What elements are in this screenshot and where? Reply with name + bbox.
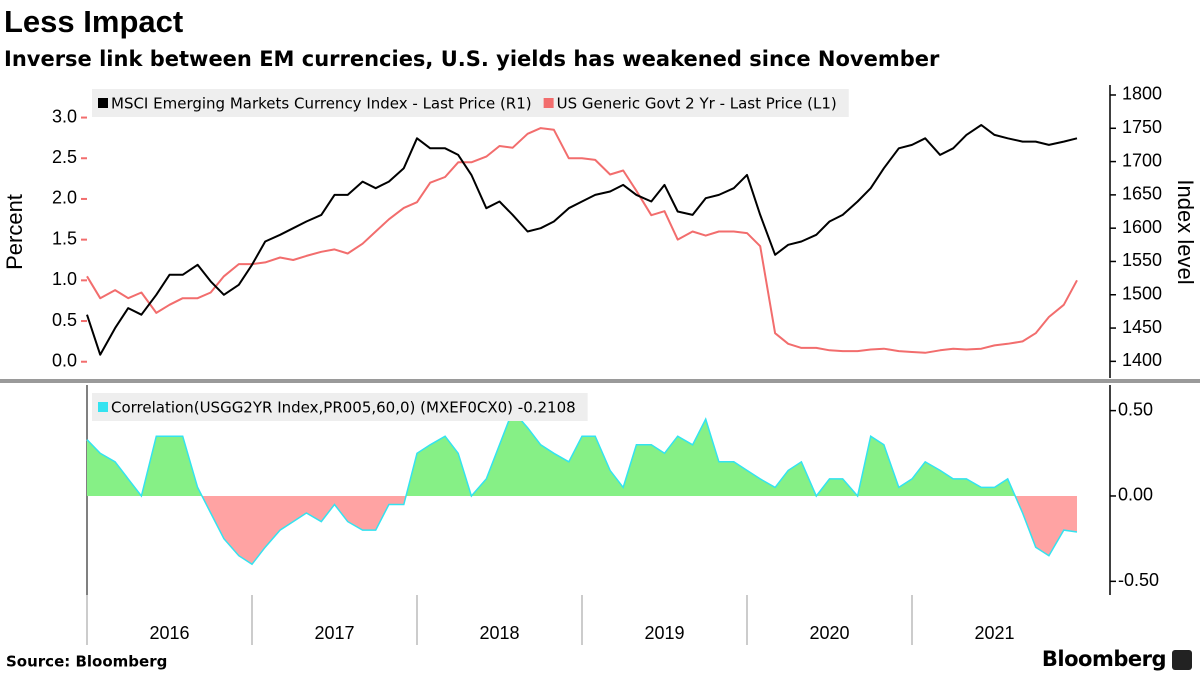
y-axis-title: Percent [2, 194, 27, 270]
series-line [86, 409, 1078, 566]
y2-tick-label: 1800 [1122, 84, 1162, 104]
legend-swatch [543, 98, 554, 108]
panel-divider [0, 379, 1200, 383]
y-tick-label: 1.0 [52, 269, 77, 289]
y-tick-label: 0.5 [52, 310, 77, 330]
y2-tick-label: 1400 [1122, 350, 1162, 370]
x-tick-label: 2018 [479, 623, 519, 643]
legend-label: Correlation(USGG2YR Index,PR005,60,0) (M… [111, 399, 576, 417]
x-tick-label: 2017 [314, 623, 354, 643]
plot-layer: 0.0 0.5 1.0 1.5 2.0 2.5 3.0 1400 1450 1500 1550 160… [52, 84, 1162, 645]
y2-tick-label: 1750 [1122, 117, 1162, 137]
y-tick-label: 3.0 [52, 106, 77, 126]
y-tick-label: 0.0 [52, 350, 77, 370]
series-line [86, 124, 1078, 356]
x-tick-label: 2021 [974, 623, 1014, 643]
y-tick-label: 1.5 [52, 228, 77, 248]
x-tick-label: 2016 [149, 623, 189, 643]
legend-label: US Generic Govt 2 Yr - Last Price (L1) [557, 95, 837, 113]
y2-tick-label: 1550 [1122, 250, 1162, 270]
legend-background [92, 393, 588, 421]
legend-label: MSCI Emerging Markets Currency Index - L… [111, 95, 532, 113]
area-positive [87, 410, 1016, 496]
x-tick-label: 2020 [809, 623, 849, 643]
y-tick-label: 0.50 [1118, 399, 1153, 419]
legend: Correlation(USGG2YR Index,PR005,60,0) (M… [92, 393, 588, 421]
legend: MSCI Emerging Markets Currency Index - L… [92, 89, 849, 117]
brand-icon [1172, 650, 1192, 670]
y2-tick-label: 1500 [1122, 284, 1162, 304]
series-line [86, 127, 1078, 354]
y2-tick-label: 1600 [1122, 217, 1162, 237]
y2-tick-label: 1450 [1122, 317, 1162, 337]
y2-tick-label: 1700 [1122, 150, 1162, 170]
legend-background [92, 89, 849, 117]
source-note: Source: Bloomberg [6, 653, 167, 671]
chart-title: Less Impact [4, 4, 183, 39]
y-tick-label: 2.0 [52, 188, 77, 208]
x-tick-label: 2019 [644, 623, 684, 643]
legend-swatch [98, 98, 108, 108]
y2-axis-title: Index level [1173, 179, 1198, 284]
brand-logo: Bloomberg [1042, 647, 1166, 671]
y2-tick-label: 1650 [1122, 184, 1162, 204]
chart-subtitle: Inverse link between EM currencies, U.S.… [4, 47, 940, 71]
legend-swatch [98, 402, 108, 412]
y-tick-label: 0.00 [1118, 485, 1153, 505]
y-tick-label: 2.5 [52, 147, 77, 167]
y-tick-label: -0.50 [1118, 570, 1159, 590]
